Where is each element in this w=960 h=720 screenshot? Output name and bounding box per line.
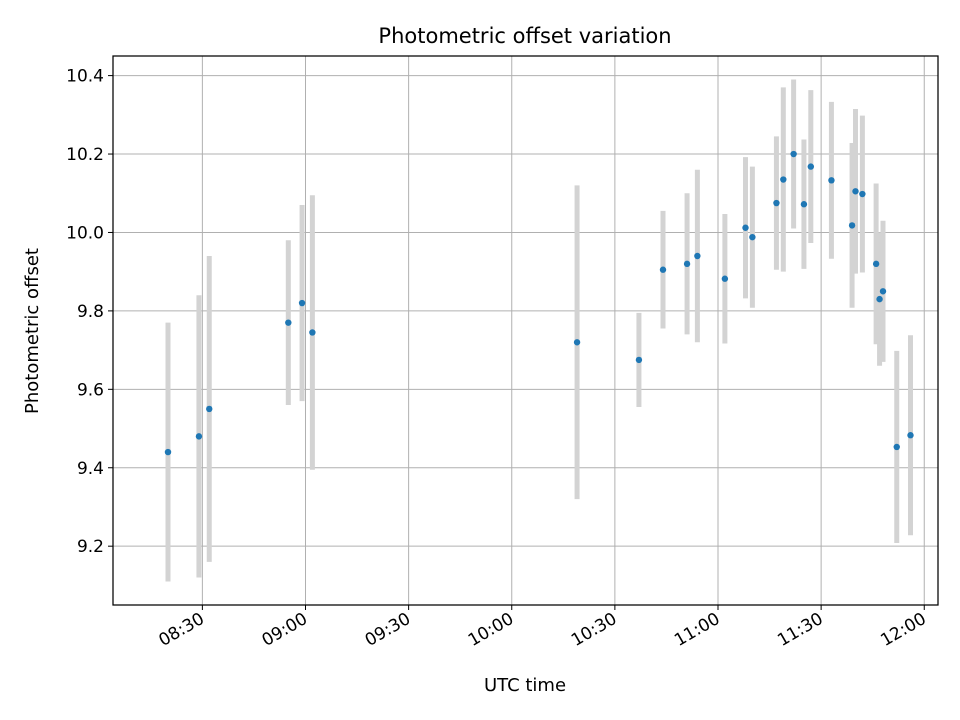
data-point [828, 177, 835, 184]
y-tick-label: 9.6 [77, 380, 104, 400]
y-tick-label: 10.2 [66, 145, 104, 165]
data-point [285, 319, 292, 326]
data-point [206, 405, 213, 413]
data-point [872, 260, 880, 268]
data-point [683, 260, 691, 268]
data-point [876, 295, 883, 303]
grid-lines [113, 56, 938, 605]
y-tick-label: 9.2 [77, 537, 104, 557]
data-point [309, 329, 316, 336]
data-point [721, 275, 729, 282]
data-point [749, 233, 756, 241]
y-tick-label: 9.4 [77, 459, 104, 479]
plot-frame [112, 55, 939, 606]
data-point [848, 222, 856, 229]
data-point [907, 432, 914, 439]
data-point [879, 288, 887, 295]
data-points [164, 150, 914, 456]
data-point [852, 188, 859, 195]
x-axis-label: UTC time [484, 675, 566, 696]
data-point [807, 163, 815, 170]
data-point [742, 224, 749, 231]
data-point [573, 339, 581, 346]
data-point [694, 252, 701, 260]
y-tick-label: 10.4 [66, 67, 104, 87]
data-point [893, 443, 900, 451]
data-point [859, 190, 866, 198]
data-point [635, 356, 643, 364]
data-point [800, 201, 808, 208]
data-point [195, 433, 203, 440]
data-point [773, 199, 780, 207]
y-tick-label: 9.8 [77, 302, 104, 322]
y-axis-ticks: 9.2 9.4 9.6 9.8 10.0 10.2 10.4 [66, 67, 113, 557]
data-point [659, 266, 667, 273]
chart-title: Photometric offset variation [378, 24, 671, 48]
data-point [780, 176, 787, 183]
y-tick-label: 10.0 [66, 223, 104, 243]
y-axis-label: Photometric offset [22, 248, 43, 414]
data-point [164, 448, 172, 456]
data-point [790, 150, 797, 158]
data-point [298, 299, 306, 307]
